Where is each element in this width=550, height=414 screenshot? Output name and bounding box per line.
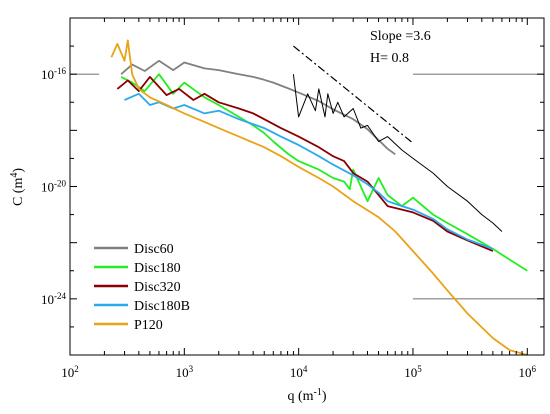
series-line-disc60 (120, 59, 396, 156)
x-tick-label-base: 10 (404, 365, 417, 380)
y-tick-label: 10-20 (41, 179, 66, 195)
x-tick-label-base: 10 (176, 365, 189, 380)
x-tick-label-base: 10 (519, 365, 532, 380)
slope-guide-line (293, 45, 414, 144)
x-tick-label-base: 10 (290, 365, 303, 380)
hurst-annotation: H= 0.8 (370, 51, 409, 66)
y-axis-label-sup: 4 (9, 173, 20, 178)
y-tick-label-base: 10 (41, 292, 54, 307)
y-tick-label: 10-16 (41, 66, 66, 82)
y-axis-label-tail: ) (11, 168, 26, 173)
y-axis-label-main: C (m (11, 178, 26, 207)
legend: Disc60 Disc180 Disc320 Disc180B P120 (94, 242, 190, 333)
y-tick-label-exp: -20 (54, 179, 66, 189)
legend-label-disc320: Disc320 (134, 280, 181, 295)
series-group (110, 39, 528, 356)
x-tick-label-exp: 5 (417, 364, 422, 374)
x-axis-label-sup: -1 (314, 387, 322, 398)
legend-label-disc180: Disc180 (134, 261, 181, 276)
x-tick-label: 102 (61, 364, 79, 380)
x-tick-label: 106 (519, 364, 537, 380)
legend-label-p120: P120 (134, 318, 163, 333)
series-line-unlabeled (292, 74, 503, 232)
y-tick-label: 10-24 (41, 291, 66, 307)
x-tick-label-exp: 3 (189, 364, 194, 374)
series-line-p120 (110, 39, 528, 356)
slope-annotation: Slope =3.6 (370, 29, 431, 44)
legend-label-disc180b: Disc180B (134, 299, 190, 314)
x-tick-label-exp: 6 (532, 364, 537, 374)
y-tick-label-base: 10 (41, 67, 54, 82)
series-line-disc320 (116, 76, 494, 252)
y-tick-label-base: 10 (41, 180, 54, 195)
ticks (69, 17, 544, 356)
series-line-disc180 (120, 73, 528, 272)
x-axis-label-tail: ) (322, 389, 327, 404)
x-tick-label: 105 (404, 364, 422, 380)
x-tick-label: 104 (290, 364, 308, 380)
x-tick-label-exp: 4 (303, 364, 308, 374)
y-tick-label-exp: -16 (54, 66, 66, 76)
x-tick-label-base: 10 (61, 365, 74, 380)
legend-label-disc60: Disc60 (134, 242, 174, 257)
y-tick-label-exp: -24 (54, 291, 66, 301)
x-tick-label-exp: 2 (74, 364, 79, 374)
x-tick-label: 103 (176, 364, 194, 380)
y-axis-label: C (m4) (9, 168, 27, 206)
x-axis-label-main: q (m (287, 389, 313, 404)
x-axis-label: q (m-1) (287, 387, 326, 405)
x-tick-labels: 102 103 104 105 106 (61, 364, 536, 380)
